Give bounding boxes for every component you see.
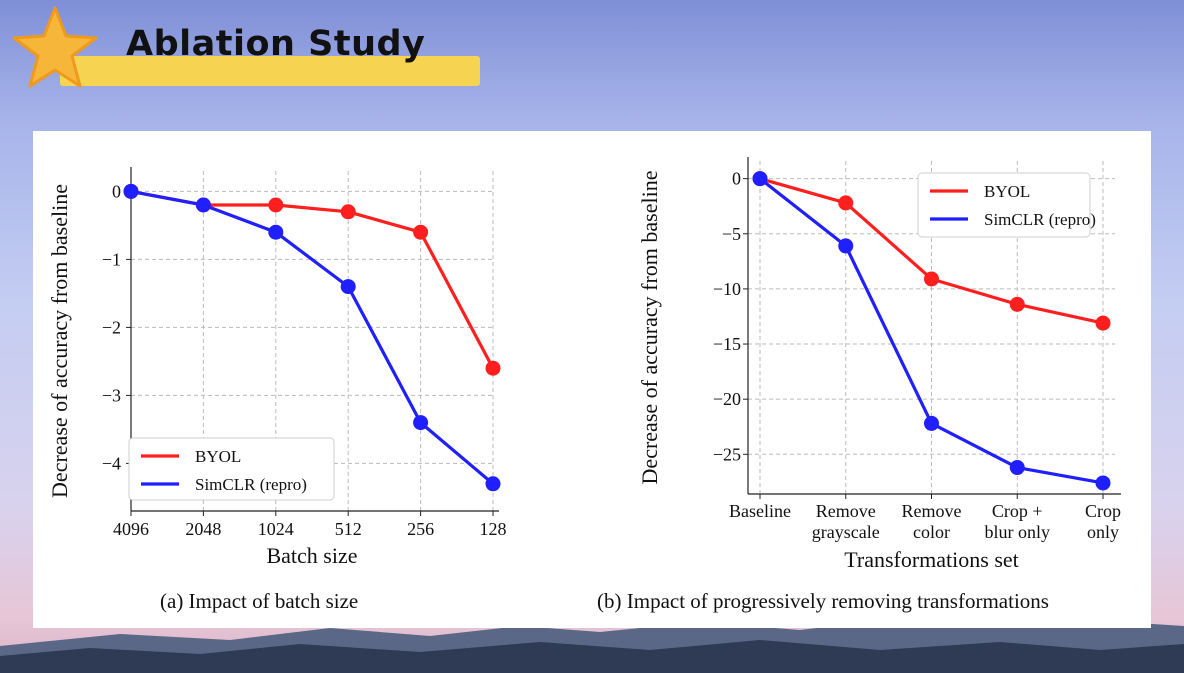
x-tick-label: 256 xyxy=(407,519,434,539)
legend: BYOL SimCLR (repro) xyxy=(128,437,335,501)
y-ticks: 0 −5 −10 −15 −20 −25 xyxy=(713,169,748,464)
x-tick-label: color xyxy=(913,522,950,542)
data-point-1 xyxy=(195,197,211,213)
slide-title: Ablation Study xyxy=(126,24,426,64)
y-tick-label: −10 xyxy=(713,279,741,299)
legend: BYOL SimCLR (repro) xyxy=(917,172,1096,238)
x-tick-label: only xyxy=(1087,522,1119,542)
y-tick-label: −15 xyxy=(713,334,741,354)
x-tick-label: 2048 xyxy=(185,519,221,539)
data-point-0 xyxy=(340,204,356,220)
x-tick-label: Crop + xyxy=(992,501,1043,521)
x-tick-label: Remove xyxy=(816,501,876,521)
x-axis-label: Batch size xyxy=(266,543,357,568)
y-tick-label: 0 xyxy=(732,169,741,189)
y-tick-label: −2 xyxy=(102,317,121,337)
legend-box xyxy=(128,437,335,501)
y-ticks: 0 −1 −2 −3 −4 xyxy=(102,181,131,473)
batch-size-chart-svg: 0 −1 −2 −3 −4 4096 2048 1024 512 256 128 BYOL SimC… xyxy=(47,167,507,568)
data-point-0 xyxy=(413,224,429,240)
x-tick-label: grayscale xyxy=(812,522,880,542)
y-tick-label: −25 xyxy=(713,444,741,464)
x-tick-label: 4096 xyxy=(113,519,149,539)
y-axis-label: Decrease of accuracy from baseline xyxy=(637,171,662,485)
legend-label: BYOL xyxy=(984,182,1030,201)
data-point-1 xyxy=(838,238,854,254)
batch-size-chart: 0 −1 −2 −3 −4 4096 2048 1024 512 256 128 BYOL SimC… xyxy=(33,131,573,591)
series xyxy=(752,171,1111,491)
data-point-0 xyxy=(1095,315,1111,331)
x-tick-label: blur only xyxy=(985,522,1051,542)
y-tick-label: −5 xyxy=(722,224,741,244)
data-point-1 xyxy=(268,224,284,240)
legend-label: SimCLR (repro) xyxy=(195,475,307,494)
series-line-1 xyxy=(130,189,495,486)
series-line-0 xyxy=(130,189,495,369)
y-tick-label: −20 xyxy=(713,389,741,409)
y-tick-label: −1 xyxy=(102,249,121,269)
legend-label: SimCLR (repro) xyxy=(984,210,1096,229)
x-ticks: 4096 2048 1024 512 256 128 xyxy=(113,511,507,539)
transformations-chart-svg: 0−5−10−15−20−25 Baseline RemovegrayscaleR… xyxy=(637,157,1121,572)
x-tick-label: Crop xyxy=(1085,501,1121,521)
star-icon xyxy=(12,6,98,88)
title-highlight-band xyxy=(60,56,480,86)
legend-label: BYOL xyxy=(195,447,241,466)
y-tick-label: −4 xyxy=(102,453,121,473)
data-point-0 xyxy=(485,360,501,376)
data-point-1 xyxy=(340,279,356,295)
data-point-0 xyxy=(1009,296,1025,312)
data-point-0 xyxy=(268,197,284,213)
y-tick-label: −3 xyxy=(102,385,121,405)
x-tick-label: 128 xyxy=(480,519,507,539)
data-point-1 xyxy=(485,476,501,492)
y-tick-label: 0 xyxy=(112,181,121,201)
data-point-1 xyxy=(413,415,429,431)
data-point-1 xyxy=(752,171,768,187)
data-point-1 xyxy=(1095,475,1111,491)
data-point-1 xyxy=(924,415,939,431)
legend-box xyxy=(917,172,1091,238)
data-point-1 xyxy=(123,183,139,199)
slide-header: Ablation Study xyxy=(0,0,520,110)
data-point-1 xyxy=(1009,460,1025,476)
x-axis-label: Transformations set xyxy=(844,547,1019,572)
x-tick-label: 512 xyxy=(335,519,362,539)
x-tick-label: Remove xyxy=(902,501,962,521)
transformations-chart: 0 −5 −10 −15 −20 −25 Baseline Remove grayscale R… xyxy=(613,131,1151,591)
data-point-0 xyxy=(924,271,939,287)
caption-b: (b) Impact of progressively removing tra… xyxy=(597,589,1049,613)
x-tick-label: Baseline xyxy=(729,501,791,521)
y-axis-label: Decrease of accuracy from baseline xyxy=(47,184,72,498)
series xyxy=(123,183,501,492)
header-decoration xyxy=(12,6,480,88)
figure-panel: 0 −1 −2 −3 −4 4096 2048 1024 512 256 128 BYOL SimC… xyxy=(33,131,1151,628)
caption-a: (a) Impact of batch size xyxy=(160,589,359,613)
axes xyxy=(747,157,1121,495)
x-tick-label: 1024 xyxy=(258,519,294,539)
data-point-0 xyxy=(838,195,854,211)
